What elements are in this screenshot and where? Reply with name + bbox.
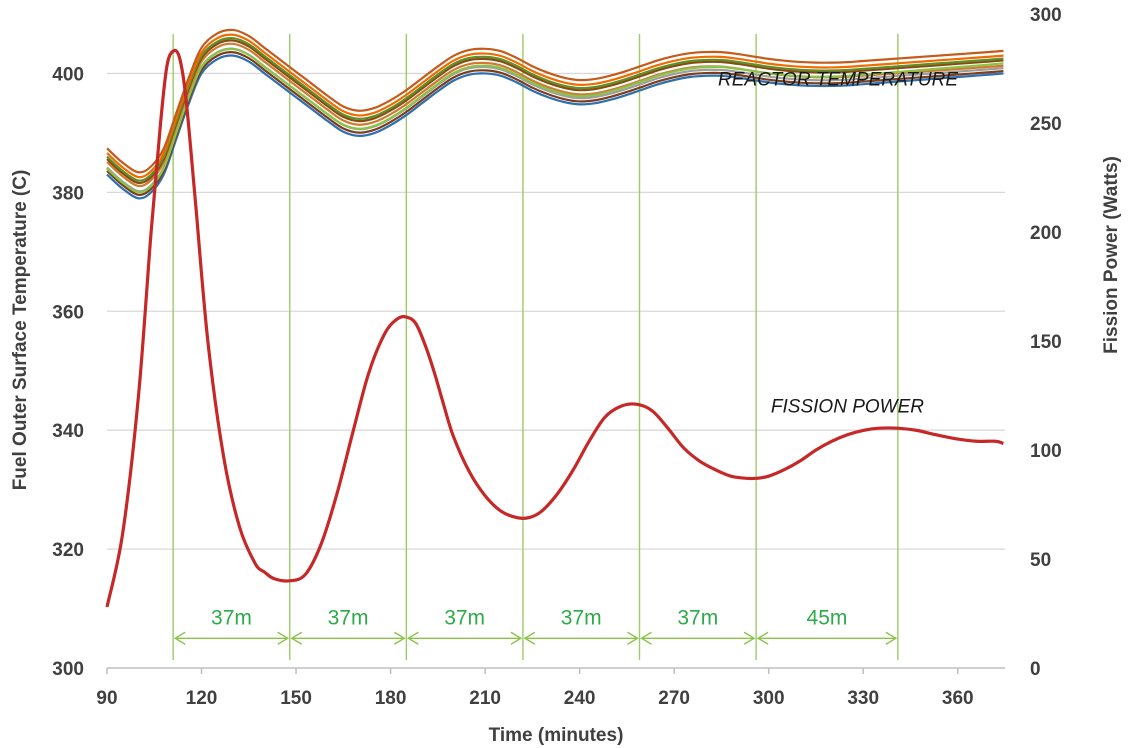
y-right-axis-title: Fission Power (Watts) (1101, 156, 1122, 354)
annotation-label: FISSION POWER (771, 396, 924, 417)
y-left-tick-label: 300 (52, 659, 84, 680)
interval-arrowhead-right (277, 631, 290, 645)
temperature-series-8 (106, 33, 1004, 179)
temperature-series-2 (106, 51, 1004, 196)
x-tick-label: 180 (375, 688, 407, 709)
temperature-series-6 (106, 39, 1004, 185)
interval-arrowhead-right (393, 631, 406, 645)
temperature-series-9 (106, 28, 1004, 174)
labels: Time (minutes) Fuel Outer Surface Tempera… (10, 69, 1122, 746)
x-tick-label: 90 (96, 688, 117, 709)
interval-label: 37m (444, 606, 485, 629)
axes: 90 120 150 180 210 240 270 300 330 360 300 320 340 36… (52, 5, 1061, 709)
x-tick-label: 330 (847, 688, 879, 709)
interval-arrowhead-left (173, 631, 186, 645)
y-right-tick-label: 50 (1030, 550, 1051, 571)
interval-label: 37m (211, 606, 252, 629)
x-tick-label: 360 (942, 688, 974, 709)
x-tick-label: 210 (469, 688, 501, 709)
interval-arrowhead-right (510, 631, 523, 645)
interval-label: 45m (807, 606, 848, 629)
interval-arrowhead-left (290, 631, 303, 645)
x-tick-label: 120 (186, 688, 218, 709)
y-left-tick-label: 360 (52, 302, 84, 323)
y-left-tick-label: 340 (52, 421, 84, 442)
interval-markers (172, 34, 899, 660)
x-tick-label: 270 (658, 688, 690, 709)
fission-power-line (105, 48, 1004, 608)
temperature-series-5 (106, 47, 1004, 194)
y-right-tick-label: 0 (1030, 659, 1041, 680)
interval-arrowhead-left (406, 631, 419, 645)
x-axis-title: Time (minutes) (489, 725, 624, 746)
x-tick-label: 240 (564, 688, 596, 709)
y-left-tick-label: 320 (52, 540, 84, 561)
interval-arrowhead-left (523, 631, 536, 645)
x-tick-label: 150 (280, 688, 312, 709)
grid-lines (107, 72, 1005, 550)
interval-arrowhead-left (640, 631, 652, 645)
y-right-tick-label: 100 (1030, 441, 1062, 462)
y-right-tick-label: 250 (1030, 114, 1062, 135)
interval-arrowhead-right (627, 631, 639, 645)
interval-arrowhead-left (756, 631, 769, 645)
y-left-axis-title: Fuel Outer Surface Temperature (C) (10, 170, 31, 491)
interval-arrowhead-right (885, 631, 898, 645)
y-right-tick-label: 300 (1030, 5, 1062, 26)
interval-arrowhead-right (743, 631, 756, 645)
temperature-series-1 (106, 54, 1004, 200)
temperature-series-7 (106, 37, 1004, 182)
y-right-tick-label: 200 (1030, 223, 1062, 244)
x-tick-label: 300 (753, 688, 785, 709)
series-lines (105, 28, 1004, 608)
interval-label: 37m (561, 606, 602, 629)
y-left-tick-label: 380 (52, 183, 84, 204)
annotation-label: REACTOR TEMPERATURE (718, 69, 958, 90)
interval-label: 37m (677, 606, 718, 629)
y-left-tick-label: 400 (52, 64, 84, 85)
interval-label: 37m (328, 606, 369, 629)
y-right-tick-label: 150 (1030, 332, 1062, 353)
